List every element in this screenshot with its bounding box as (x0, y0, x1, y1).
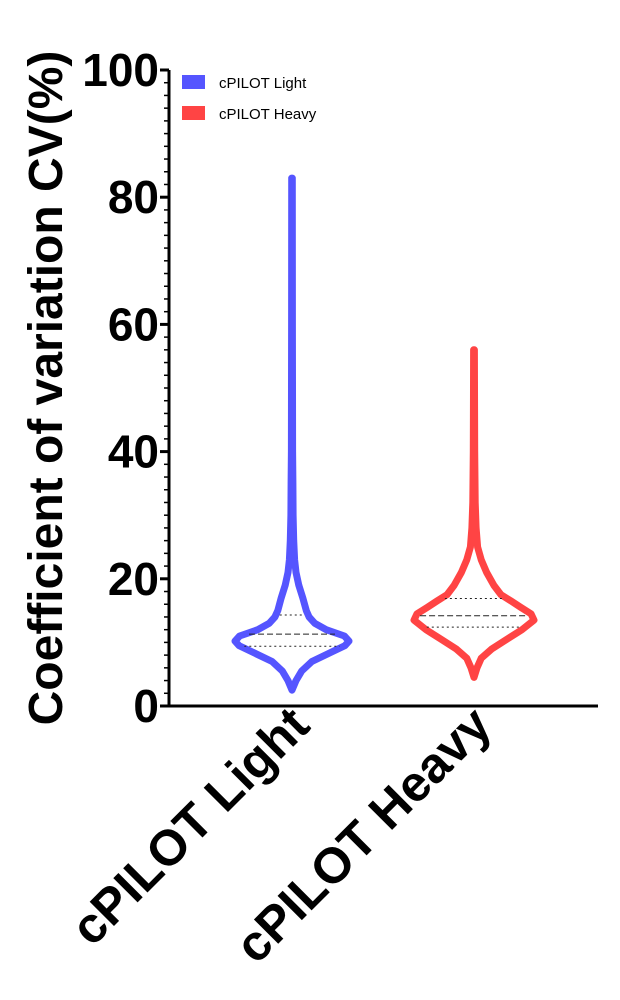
violin-outline (231, 174, 353, 694)
legend-swatch (182, 75, 205, 89)
y-tick-label: 60 (108, 298, 159, 350)
violin-heavy (410, 346, 538, 681)
violin-outline (410, 346, 538, 681)
violins (231, 174, 538, 694)
y-tick-label: 40 (108, 426, 159, 478)
legend-label: cPILOT Heavy (219, 106, 317, 123)
y-tick-label: 80 (108, 171, 159, 223)
y-ticks: 0 20 40 60 80 100 (82, 44, 169, 732)
axes (167, 70, 598, 708)
violin-light (231, 174, 353, 694)
y-tick-label: 20 (108, 553, 159, 605)
y-axis-title: Coefficient of variation CV(%) (20, 51, 73, 726)
y-tick-label: 100 (82, 44, 159, 96)
legend: cPILOT Light cPILOT Heavy (182, 75, 317, 123)
legend-label: cPILOT Light (219, 75, 307, 92)
y-tick-label: 0 (133, 680, 159, 732)
legend-swatch (182, 106, 205, 120)
